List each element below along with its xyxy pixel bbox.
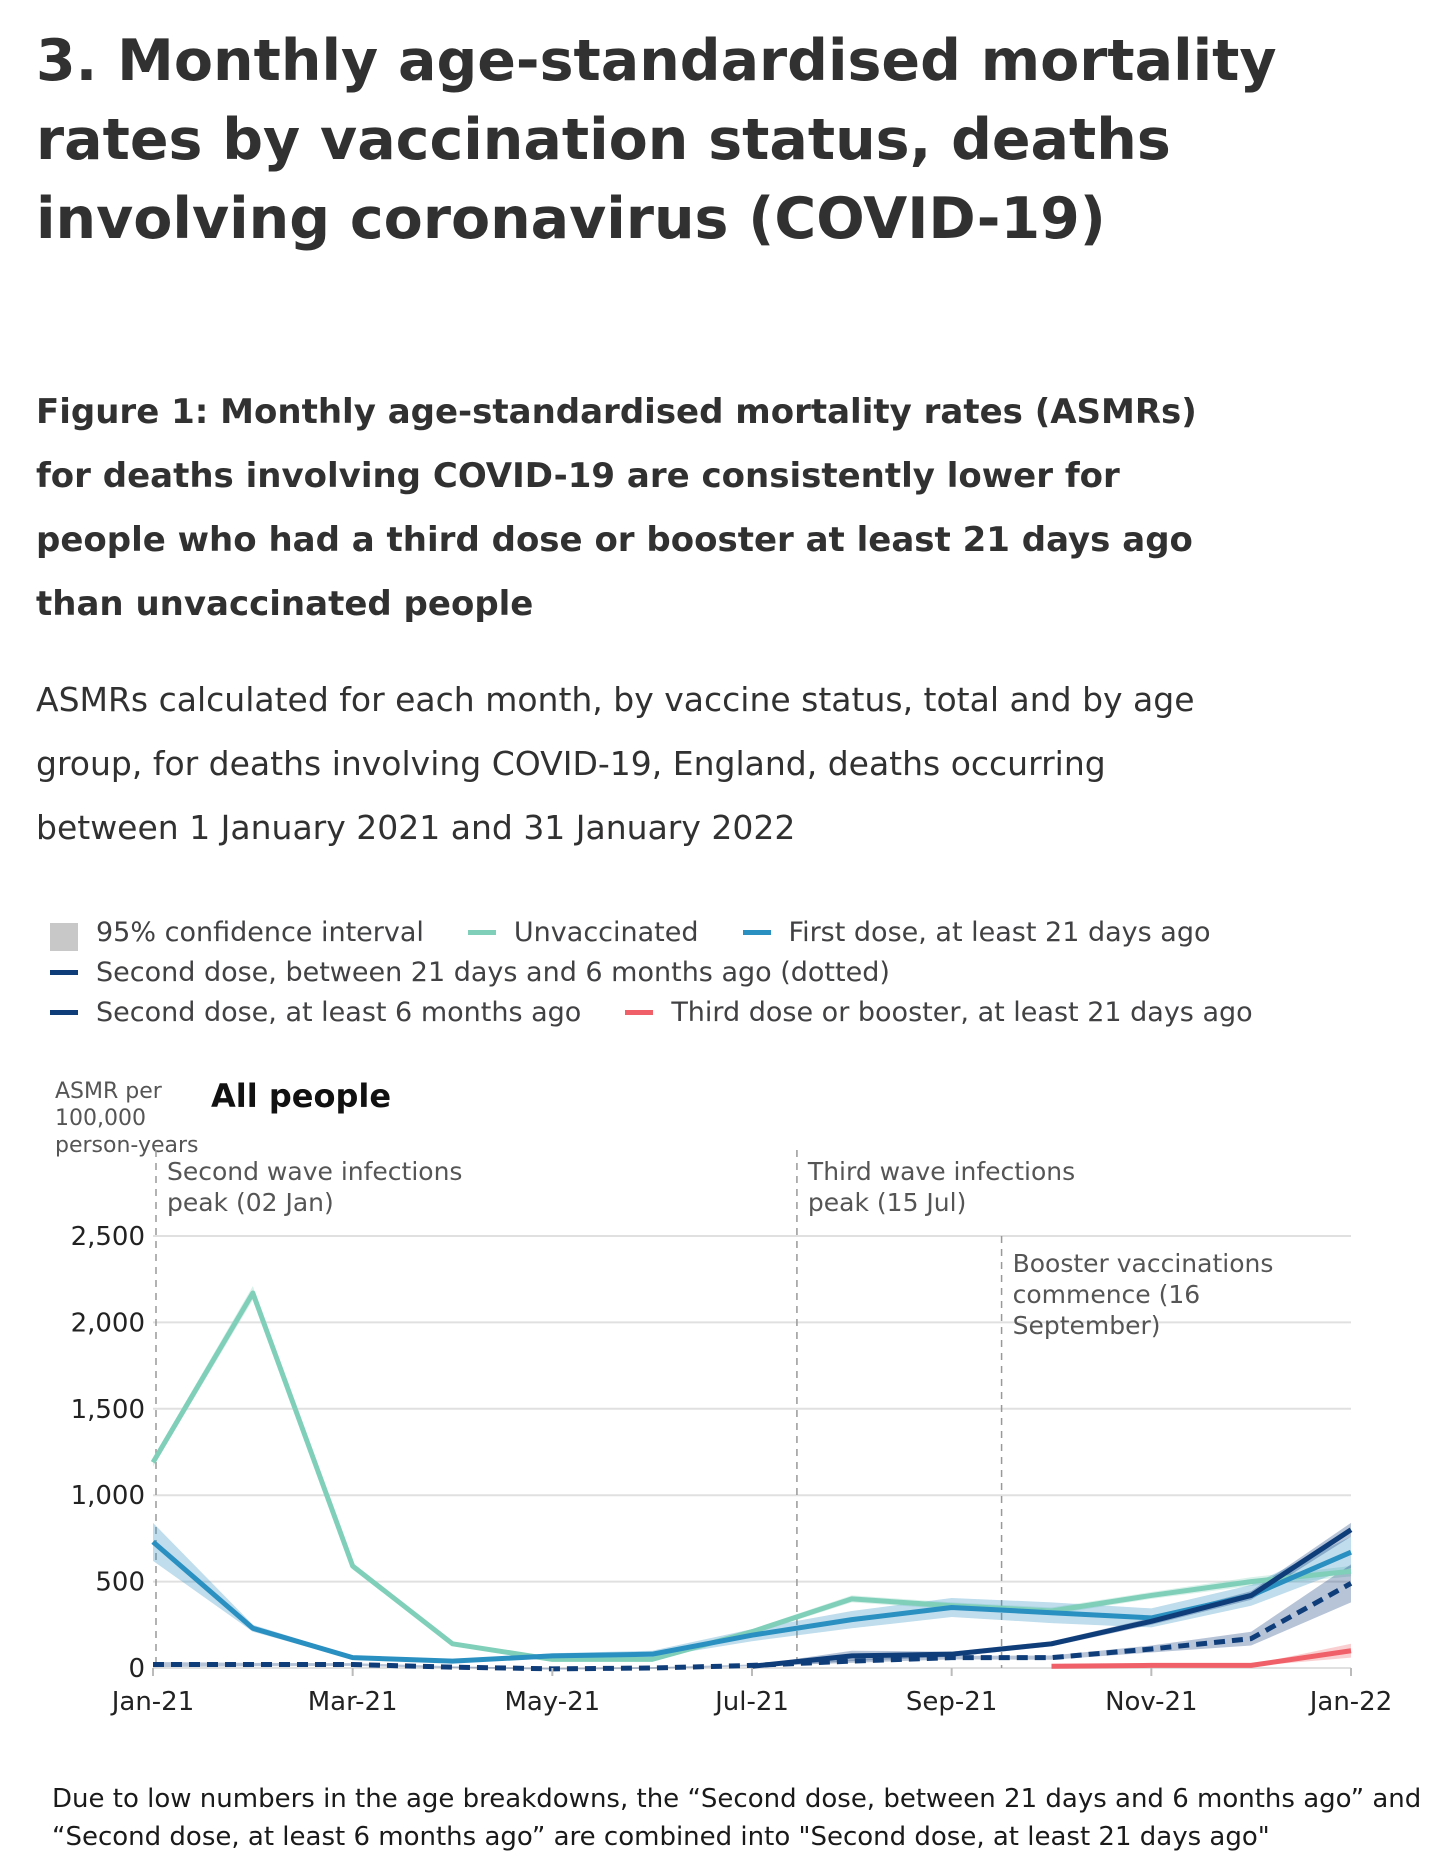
second-dose-6m-swatch: [50, 1009, 78, 1015]
x-tick-label: Jul-21: [713, 1687, 789, 1717]
legend-item-unvaccinated[interactable]: Unvaccinated: [467, 916, 699, 948]
series-line-third-dose-or-booster-at-least-21-days-ago: [1051, 1648, 1352, 1669]
series-line-second-dose-at-least-6-months-ago: [751, 1527, 1353, 1669]
y-tick-label: 500: [95, 1568, 145, 1598]
unvaccinated-swatch: [467, 929, 496, 935]
y-tick-label: 0: [128, 1654, 145, 1684]
third-dose-swatch: [625, 1009, 654, 1015]
figure-subtitle: ASMRs calculated for each month, by vacc…: [36, 680, 1195, 847]
legend-label: Third dose or booster, at least 21 days …: [671, 996, 1253, 1028]
y-axis-label-line2: 100,000: [55, 1106, 146, 1131]
chart-legend: 95% confidence interval Unvaccinated Fir…: [50, 912, 1350, 1032]
legend-label: Unvaccinated: [513, 916, 699, 948]
section-heading: 3. Monthly age-standardised mortality ra…: [36, 28, 1277, 252]
y-tick-label: 2,500: [71, 1222, 145, 1252]
annotation-text: Booster vaccinations: [1013, 1249, 1274, 1278]
x-tick-label: Mar-21: [308, 1687, 398, 1717]
y-axis-label-line1: ASMR per: [55, 1079, 163, 1104]
y-axis-label-line3: person-years: [55, 1133, 199, 1158]
x-tick-label: Sep-21: [906, 1687, 997, 1717]
series-line-unvaccinated: [150, 1290, 1352, 1662]
ci-swatch: [50, 923, 78, 951]
first-dose-swatch: [742, 929, 771, 935]
x-tick-label: Nov-21: [1105, 1687, 1198, 1717]
legend-item-second-dose-6m[interactable]: Second dose, at least 6 months ago: [50, 997, 581, 1028]
legend-item-ci[interactable]: 95% confidence interval: [50, 913, 424, 951]
second-dose-dotted-swatch: [50, 969, 78, 975]
figure-title: Figure 1: Monthly age-standardised morta…: [36, 392, 1197, 624]
footnote: Due to low numbers in the age breakdowns…: [52, 1784, 1422, 1852]
x-tick-label: Jan-22: [1308, 1687, 1393, 1717]
annotation-text: commence (16: [1013, 1280, 1201, 1309]
legend-label: Second dose, at least 6 months ago: [96, 996, 582, 1028]
series-line-first-dose-at-least-21-days-ago: [151, 1539, 1352, 1664]
y-tick-label: 2,000: [71, 1308, 145, 1338]
chart-title: All people: [211, 1077, 391, 1115]
x-tick-label: May-21: [504, 1687, 600, 1717]
annotation-text: Second wave infections: [167, 1157, 462, 1186]
legend-item-second-dose-dotted[interactable]: Second dose, between 21 days and 6 month…: [50, 957, 890, 988]
annotation-text: Third wave infections: [807, 1157, 1075, 1186]
legend-label: 95% confidence interval: [96, 916, 424, 948]
x-tick-label: Jan-21: [110, 1687, 195, 1717]
annotation-text: peak (02 Jan): [167, 1188, 334, 1217]
y-tick-label: 1,500: [71, 1395, 145, 1425]
annotation-text: peak (15 Jul): [808, 1188, 966, 1217]
legend-label: First dose, at least 21 days ago: [788, 916, 1211, 948]
annotation-text: September): [1013, 1311, 1161, 1340]
legend-item-third-dose[interactable]: Third dose or booster, at least 21 days …: [625, 996, 1253, 1028]
legend-label: Second dose, between 21 days and 6 month…: [96, 956, 890, 988]
legend-item-first-dose[interactable]: First dose, at least 21 days ago: [742, 916, 1211, 948]
y-tick-label: 1,000: [71, 1481, 145, 1511]
line-chart: ASMR per 100,000 person-years All people…: [55, 1077, 1393, 1717]
